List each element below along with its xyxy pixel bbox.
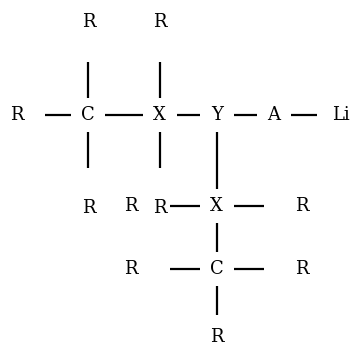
Text: C: C [210,260,223,278]
Text: R: R [125,260,138,278]
Text: Y: Y [211,106,223,124]
Text: R: R [295,260,309,278]
Text: R: R [153,13,167,31]
Text: R: R [210,328,223,346]
Text: C: C [81,106,95,124]
Text: R: R [295,197,309,215]
Text: R: R [81,13,95,31]
Text: R: R [125,197,138,215]
Text: Li: Li [333,106,350,124]
Text: A: A [267,106,280,124]
Text: R: R [81,199,95,217]
Text: R: R [153,199,167,217]
Text: X: X [210,197,223,215]
Text: R: R [10,106,24,124]
Text: X: X [153,106,166,124]
